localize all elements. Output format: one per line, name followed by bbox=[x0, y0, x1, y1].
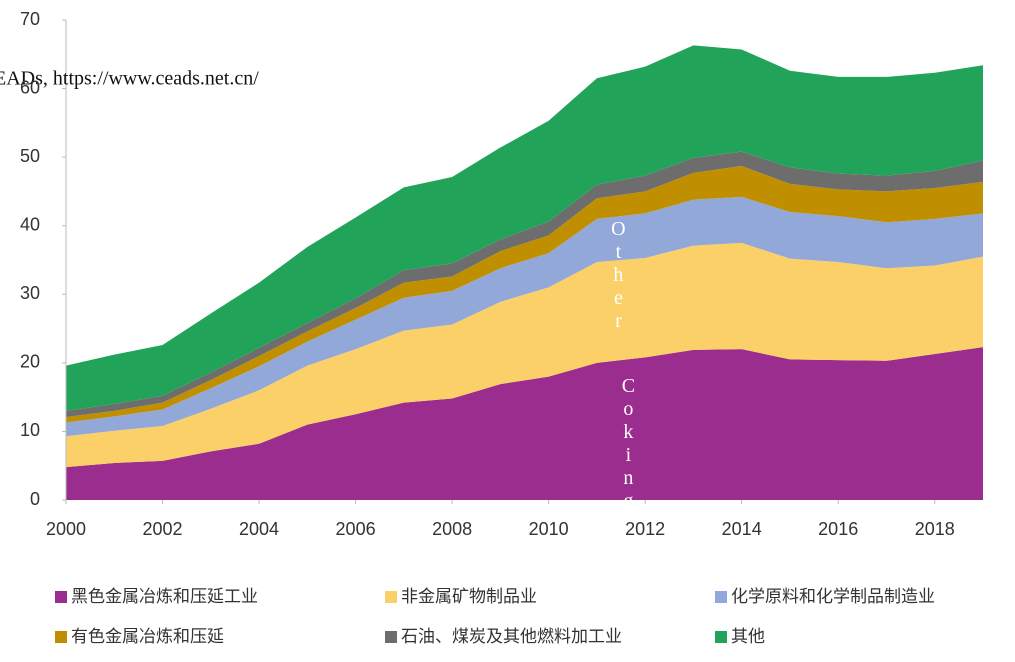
legend-swatch bbox=[385, 631, 397, 643]
legend-swatch bbox=[55, 591, 67, 603]
y-tick-label: 10 bbox=[20, 420, 40, 440]
y-tick-label: 20 bbox=[20, 352, 40, 372]
plot bbox=[66, 45, 983, 500]
area bbox=[66, 166, 983, 423]
annotation: Coking bbox=[617, 375, 639, 513]
x-tick-label: 2016 bbox=[818, 519, 858, 539]
x-tick-label: 2004 bbox=[239, 519, 279, 539]
legend-swatch bbox=[55, 631, 67, 643]
legend-swatch bbox=[385, 591, 397, 603]
x-tick-label: 2010 bbox=[529, 519, 569, 539]
x-tick-label: 2008 bbox=[432, 519, 472, 539]
y-tick-label: 40 bbox=[20, 214, 40, 234]
y-tick-label: 50 bbox=[20, 146, 40, 166]
x-tick-label: 2002 bbox=[143, 519, 183, 539]
y-tick-label: 0 bbox=[30, 489, 40, 509]
x-tick-label: 2018 bbox=[915, 519, 955, 539]
area bbox=[66, 347, 983, 500]
y-tick-label: 60 bbox=[20, 77, 40, 97]
x-tick-label: 2012 bbox=[625, 519, 665, 539]
area bbox=[66, 151, 983, 418]
source: EADs, https://www.ceads.net.cn/ bbox=[0, 68, 259, 90]
annotation: Other bbox=[607, 218, 629, 333]
legend-label: 有色金属冶炼和压延 bbox=[71, 627, 224, 647]
x-tick-label: 2006 bbox=[336, 519, 376, 539]
legend-label: 其他 bbox=[731, 627, 765, 647]
legend-label: 黑色金属冶炼和压延工业 bbox=[71, 587, 258, 607]
y-tick-label: 70 bbox=[20, 9, 40, 29]
legend-swatch bbox=[715, 591, 727, 603]
area bbox=[66, 45, 983, 411]
legend-label: 石油、煤炭及其他燃料加工业 bbox=[401, 627, 622, 647]
x-tick-label: 2014 bbox=[722, 519, 762, 539]
area bbox=[66, 242, 983, 468]
y-tick-label: 30 bbox=[20, 283, 40, 303]
area bbox=[66, 196, 983, 437]
legend-label: 非金属矿物制品业 bbox=[401, 587, 537, 607]
legend-swatch bbox=[715, 631, 727, 643]
legend-label: 化学原料和化学制品制造业 bbox=[731, 587, 935, 607]
x-tick-label: 2000 bbox=[46, 519, 86, 539]
